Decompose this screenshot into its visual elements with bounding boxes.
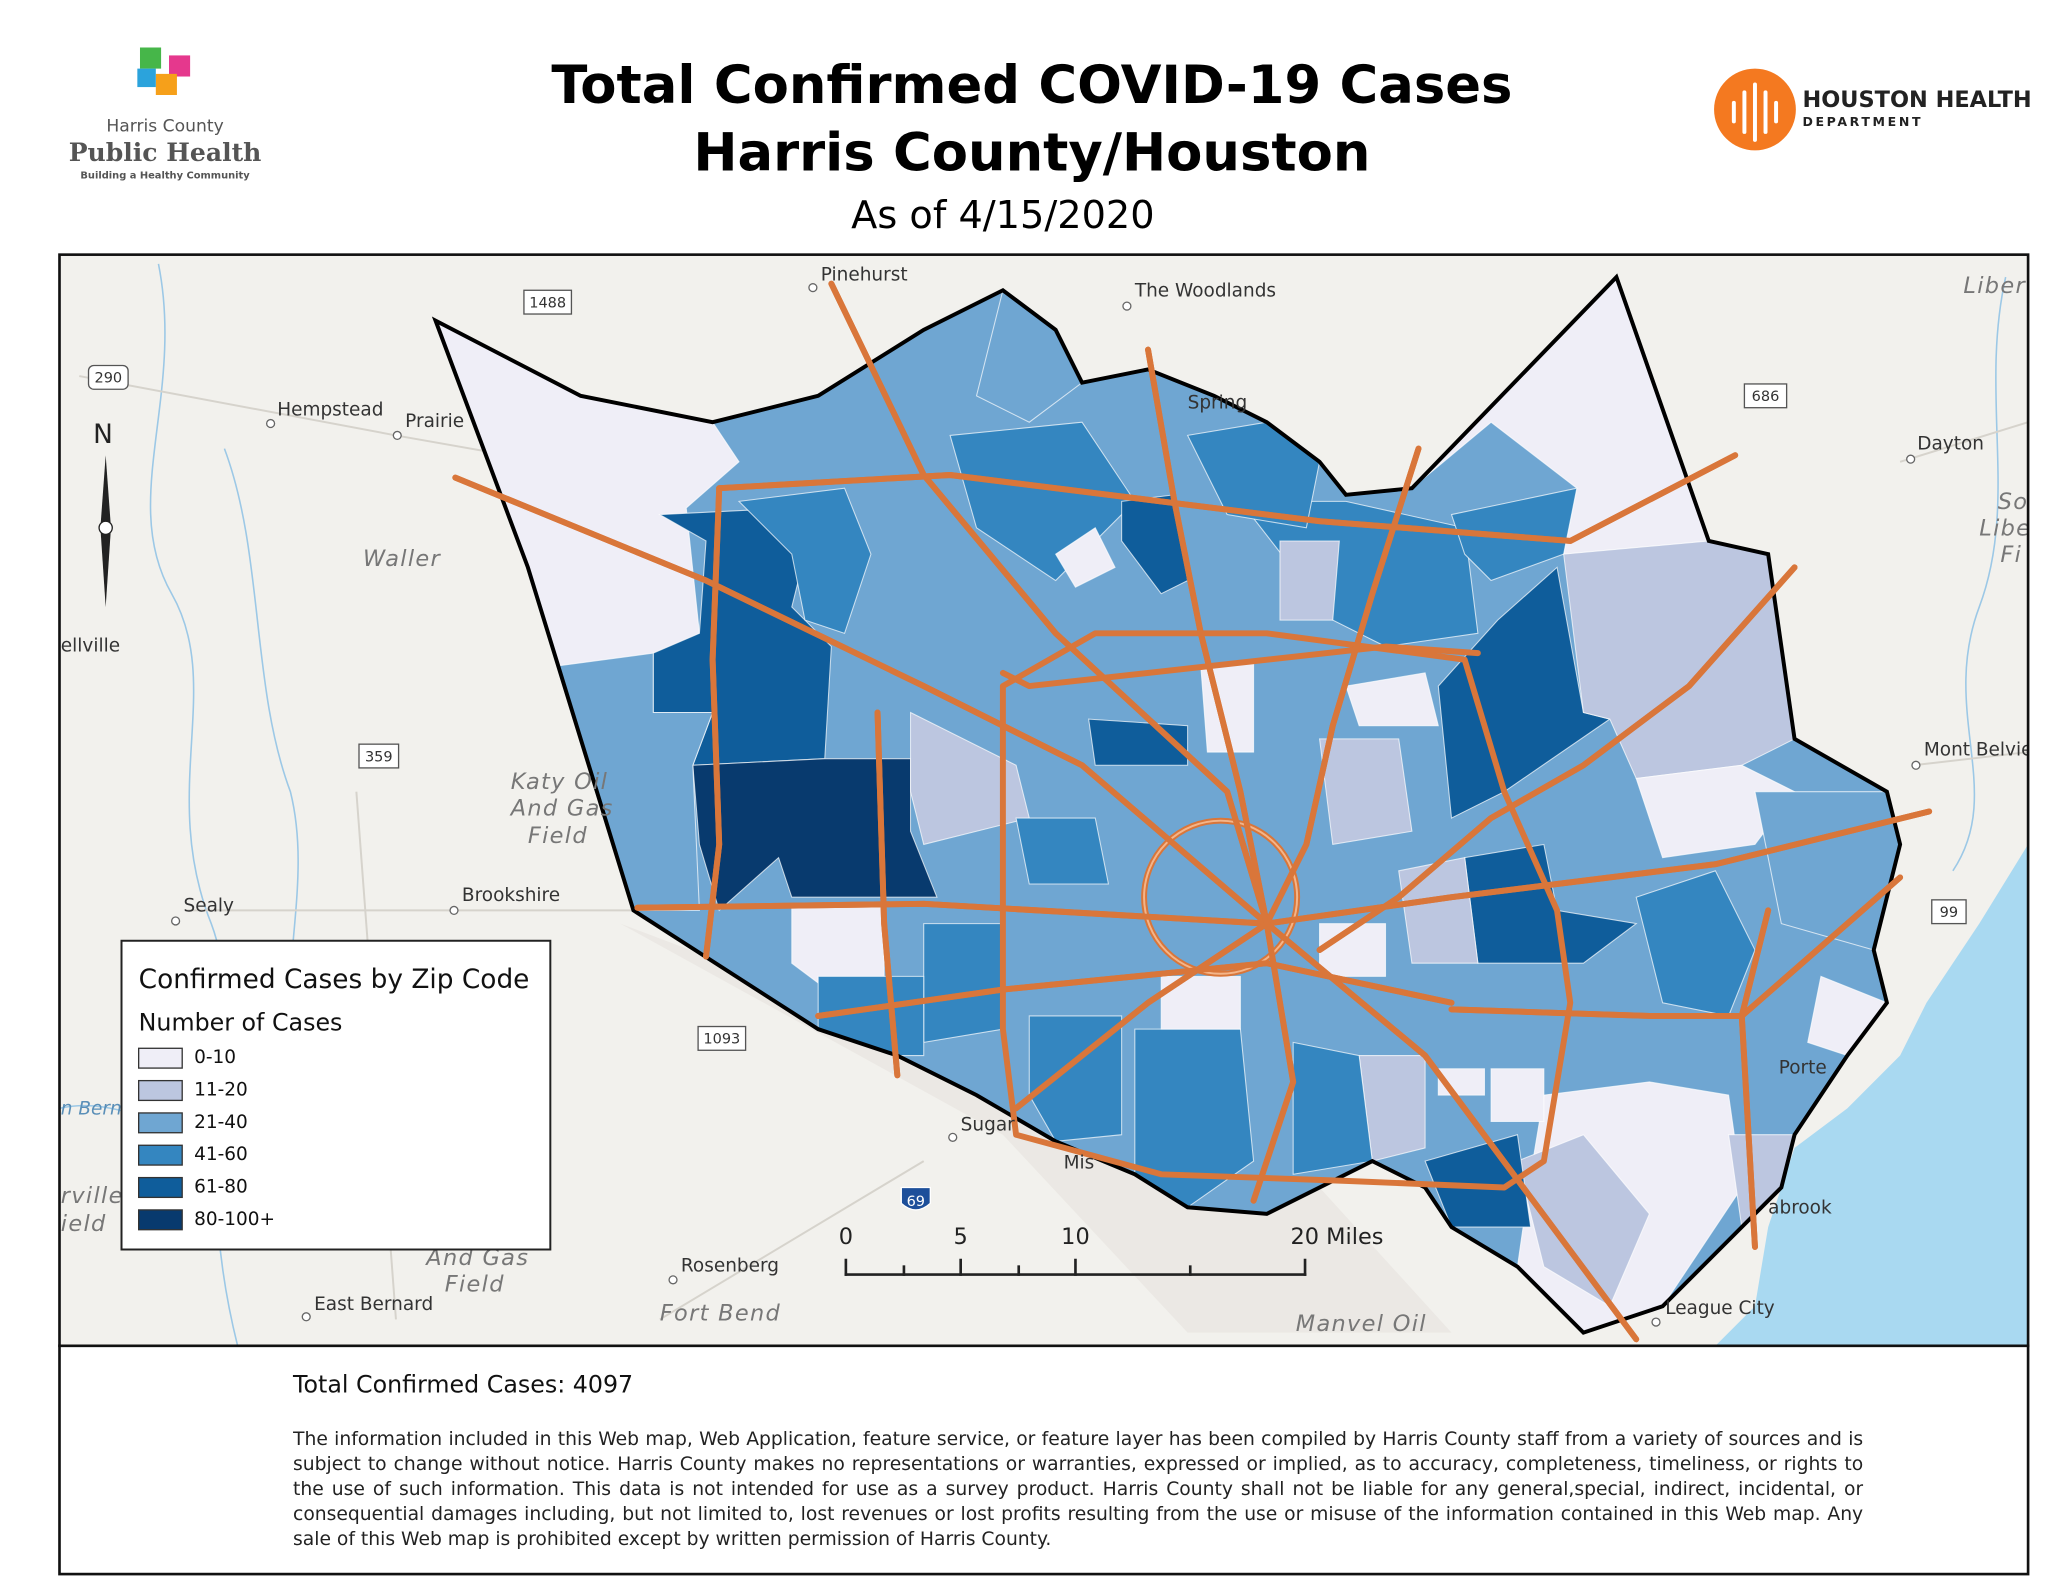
bay-water xyxy=(1715,844,2029,1346)
place-label: Dayton xyxy=(1917,434,1984,455)
disclaimer: The information included in this Web map… xyxy=(293,1428,1864,1551)
area-label: Fort Bend xyxy=(660,1301,781,1327)
area-label: ield xyxy=(61,1211,107,1237)
place-label: Spring xyxy=(1188,393,1248,414)
shield-label: 1488 xyxy=(529,295,566,311)
legend-swatch xyxy=(138,1176,183,1199)
area-label: And Gas xyxy=(509,795,614,821)
place-label: Rosenberg xyxy=(681,1256,779,1277)
area-label: Waller xyxy=(363,546,442,572)
shield-label: 290 xyxy=(94,371,122,387)
place-label: Sealy xyxy=(184,895,235,916)
hcph-logo: Harris County Public Health Building a H… xyxy=(69,47,262,181)
highways xyxy=(455,280,1929,1343)
total-value: 4097 xyxy=(573,1370,633,1398)
footer-box xyxy=(58,1344,2030,1576)
legend-subtitle: Number of Cases xyxy=(139,1008,343,1036)
hhd-logo: HOUSTON HEALTH DEPARTMENT xyxy=(1714,68,2032,151)
shield-label: 359 xyxy=(365,749,393,765)
shield-label: 69 xyxy=(907,1194,925,1210)
place-label: Prairie xyxy=(405,411,464,432)
place-label: Mont Belvie xyxy=(1924,740,2033,761)
legend-title: Confirmed Cases by Zip Code xyxy=(139,965,530,995)
scale-label: 0 xyxy=(839,1224,853,1250)
place-label: League City xyxy=(1665,1298,1775,1319)
legend-label: 0-10 xyxy=(194,1047,236,1068)
legend-label: 21-40 xyxy=(194,1112,248,1133)
place-labels: Pinehurst The Woodlands Spring Hempstead… xyxy=(61,265,2042,1337)
scale-label: 10 xyxy=(1061,1224,1090,1250)
place-label: Brookshire xyxy=(462,885,560,906)
legend-label: 11-20 xyxy=(194,1080,248,1101)
total-cases: Total Confirmed Cases: 4097 xyxy=(292,1370,633,1398)
map: Pinehurst The Woodlands Spring Hempstead… xyxy=(59,254,2042,1346)
area-label: Manvel Oil xyxy=(1296,1311,1427,1337)
legend-swatch xyxy=(138,1079,183,1102)
place-label: Mis xyxy=(1064,1153,1095,1174)
place-label: The Woodlands xyxy=(1134,281,1276,302)
logo-tagline: Building a Healthy Community xyxy=(80,170,250,181)
legend-label: 61-80 xyxy=(194,1176,248,1197)
area-label: Fi xyxy=(2000,542,2022,568)
area-label: rville xyxy=(61,1183,124,1209)
area-label: n Berna xyxy=(61,1099,133,1120)
north-arrow: N xyxy=(93,420,113,607)
scale-bar: 0 5 10 20 Miles xyxy=(839,1224,1384,1276)
date: As of 4/15/2020 xyxy=(851,193,1154,238)
place-label: ellville xyxy=(61,636,120,657)
place-label: Pinehurst xyxy=(821,265,908,286)
zip-areas xyxy=(435,277,1901,1333)
legend-swatch xyxy=(138,1112,183,1134)
area-label: So xyxy=(1998,489,2029,515)
area-label: Liber xyxy=(1979,516,2042,542)
legend-label: 41-60 xyxy=(194,1144,248,1165)
total-label: Total Confirmed Cases: xyxy=(292,1370,565,1398)
logo-text: HOUSTON HEALTH xyxy=(1802,87,2031,113)
logo-text: Harris County xyxy=(106,117,223,137)
place-label: East Bernard xyxy=(314,1294,433,1315)
shield-label: 686 xyxy=(1752,389,1780,405)
shield-label: 1093 xyxy=(703,1032,740,1048)
route-shields: 290 1488 686 359 1093 99 69 xyxy=(87,289,1967,1211)
legend: Confirmed Cases by Zip Code Number of Ca… xyxy=(120,939,552,1251)
area-label: Field xyxy=(528,823,588,849)
disclaimer-box: The information included in this Web map… xyxy=(293,1428,1864,1551)
area-label: Katy Oil xyxy=(511,769,608,795)
place-label: Sugar xyxy=(961,1114,1015,1135)
legend-label: 80-100+ xyxy=(194,1209,275,1230)
title: Total Confirmed COVID-19 Cases xyxy=(551,55,1512,116)
area-label: Liber xyxy=(1963,273,2026,299)
north-label: N xyxy=(93,420,113,450)
place-label: Porte xyxy=(1779,1058,1827,1079)
title: Harris County/Houston xyxy=(693,122,1370,183)
scale-label: 5 xyxy=(954,1224,968,1250)
legend-swatch xyxy=(138,1209,183,1231)
logo-text: DEPARTMENT xyxy=(1802,114,1923,129)
place-label: Hempstead xyxy=(277,399,383,420)
legend-swatch xyxy=(138,1047,183,1069)
legend-swatch xyxy=(138,1144,183,1166)
shield-label: 99 xyxy=(1940,905,1958,921)
logo-text: Public Health xyxy=(69,137,262,167)
place-label: abrook xyxy=(1768,1198,1832,1219)
scale-label: 20 Miles xyxy=(1291,1224,1384,1250)
area-label: Field xyxy=(445,1272,505,1298)
